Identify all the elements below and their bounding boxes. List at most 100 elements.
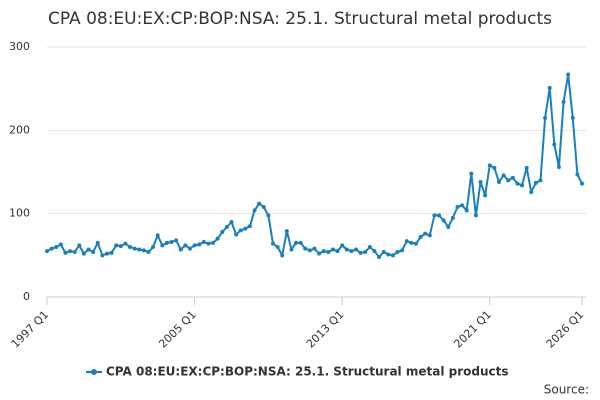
x-tick-label: 2013 Q1 (304, 308, 347, 351)
point (58, 242, 63, 247)
point (261, 205, 266, 209)
point (63, 250, 68, 255)
point (275, 245, 280, 249)
point (128, 245, 133, 249)
point (460, 203, 465, 208)
point (404, 239, 409, 244)
source: Source: (544, 383, 589, 397)
point (178, 247, 183, 252)
point (400, 248, 405, 253)
point (349, 249, 354, 254)
point (367, 245, 372, 249)
point (72, 250, 77, 254)
point (307, 248, 312, 253)
point (543, 115, 548, 120)
point (215, 236, 220, 241)
point (510, 175, 515, 180)
point (501, 173, 506, 178)
point (340, 243, 345, 248)
point (575, 172, 580, 177)
point (280, 253, 285, 258)
point (68, 249, 73, 254)
point (580, 181, 584, 186)
point (160, 243, 165, 248)
point (469, 171, 474, 176)
point (312, 246, 317, 251)
point (358, 250, 363, 255)
point (243, 226, 248, 231)
point (77, 243, 82, 248)
point (298, 240, 303, 245)
point (294, 240, 299, 245)
y-tick-label: 300 (9, 40, 30, 53)
point (321, 249, 326, 254)
x-tick-label: 2026 Q1 (544, 308, 587, 351)
point (344, 247, 349, 252)
point (192, 243, 197, 248)
point (164, 240, 169, 245)
point (529, 190, 534, 194)
point (515, 181, 520, 186)
point (386, 252, 391, 257)
x-tick-label: 2021 Q1 (451, 308, 494, 351)
point (556, 165, 561, 169)
point (104, 251, 109, 256)
point (211, 240, 216, 245)
y-tick-label: 100 (9, 207, 30, 220)
x-tick-label: 2005 Q1 (156, 308, 199, 351)
point (552, 142, 557, 147)
legend-marker (91, 369, 97, 375)
point (169, 240, 174, 244)
point (174, 238, 179, 243)
point (427, 233, 432, 238)
point (100, 253, 105, 258)
point (547, 85, 552, 90)
point (524, 165, 529, 170)
point (201, 240, 206, 244)
point (118, 244, 123, 249)
point (234, 232, 239, 237)
point (81, 251, 86, 256)
point (561, 100, 566, 104)
point (146, 250, 151, 254)
point (183, 243, 188, 248)
point (496, 180, 501, 184)
point (187, 246, 192, 251)
point (473, 213, 478, 218)
point (257, 201, 262, 206)
point (303, 246, 308, 251)
point (450, 215, 455, 220)
series-line (46, 74, 583, 259)
point (487, 163, 492, 168)
point (409, 240, 414, 245)
point (335, 249, 340, 254)
legend-label: CPA 08:EU:EX:CP:BOP:NSA: 25.1. Structura… (106, 365, 509, 379)
point (520, 183, 525, 188)
point (326, 250, 331, 254)
chart-title: CPA 08:EU:EX:CP:BOP:NSA: 25.1. Structura… (48, 9, 552, 29)
point (220, 230, 225, 234)
point (137, 247, 142, 252)
point (91, 250, 96, 254)
point (354, 247, 359, 252)
point (506, 178, 511, 183)
point (533, 180, 538, 185)
y-tick-label: 200 (9, 123, 30, 136)
point (252, 208, 257, 213)
point (363, 250, 368, 254)
point (418, 235, 423, 239)
point (54, 245, 59, 249)
x-tick-label: 1997 Q1 (9, 308, 52, 351)
point (141, 248, 146, 253)
point (151, 245, 156, 249)
point (330, 247, 335, 252)
point (437, 213, 442, 218)
point (570, 115, 575, 120)
point (566, 72, 571, 77)
point (455, 205, 460, 209)
point (238, 228, 243, 233)
point (206, 241, 211, 246)
point (446, 225, 451, 229)
point (395, 250, 400, 254)
